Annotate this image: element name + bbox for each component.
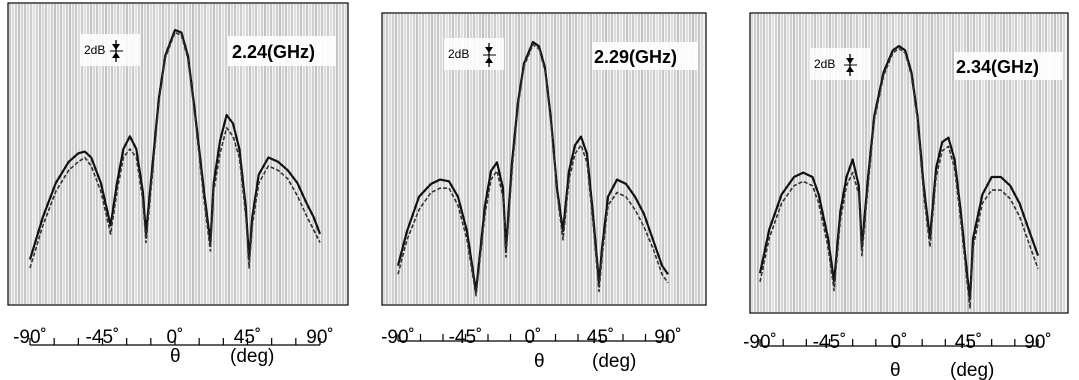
x-tick-label: 45˚ [234,327,261,348]
x-tick-label: 45˚ [955,332,982,353]
radiation-pattern-chart: -90˚ -45˚ 0˚ 45˚ 90˚ 2dB 2.34(GHz) θ (deg) [743,12,1069,380]
x-tick-label: 90˚ [306,327,333,348]
frequency-label: 2.24(GHz) [232,42,315,62]
x-tick-label: 0˚ [167,327,184,348]
scale-label: 2dB [448,47,469,61]
x-tick-label: 90˚ [1024,332,1051,353]
radiation-pattern-chart: -90˚ -45˚ 0˚ 45˚ 90˚ 2dB 2.24(GHz) θ (deg) [7,2,349,367]
x-tick-label: -45˚ [86,327,120,348]
unit-label: (deg) [592,351,636,372]
theta-label: θ [534,351,545,372]
radiation-pattern-panel: -90˚ -45˚ 0˚ 45˚ 90˚ 2dB 2.29(GHz) θ (deg) [360,10,712,380]
x-tick-label: 0˚ [891,332,908,353]
unit-label: (deg) [950,360,994,380]
theta-label: θ [170,346,181,367]
pattern-curves [396,40,669,297]
pattern-series-2 [397,43,669,297]
radiation-pattern-panel: -90˚ -45˚ 0˚ 45˚ 90˚ 2dB 2.24(GHz) θ (deg) [0,0,352,380]
x-tick-label: 45˚ [587,327,614,348]
frequency-label: 2.34(GHz) [956,57,1039,77]
frequency-box [592,42,698,70]
x-tick-label: -90˚ [381,327,415,348]
pattern-curves [758,44,1040,309]
frequency-label: 2.29(GHz) [594,47,677,67]
x-tick-label: 90˚ [654,327,681,348]
unit-label: (deg) [230,346,274,367]
scale-label: 2dB [84,43,105,57]
scale-label: 2dB [814,57,835,71]
frequency-box [228,36,336,66]
scale-arrow-icon [844,54,857,76]
x-tick-label: -45˚ [449,327,483,348]
pattern-series-2 [759,47,1039,309]
x-tick-label: -90˚ [13,327,47,348]
theta-label: θ [890,360,901,380]
radiation-pattern-panel: -90˚ -45˚ 0˚ 45˚ 90˚ 2dB 2.34(GHz) θ (deg) [722,10,1074,380]
frequency-box [954,52,1062,80]
x-tick-label: 0˚ [525,327,542,348]
scale-arrow-icon [483,43,496,67]
scale-box [80,34,140,66]
x-axis: -90˚ -45˚ 0˚ 45˚ 90˚ [381,327,682,348]
x-axis: -90˚ -45˚ 0˚ 45˚ 90˚ [743,332,1052,353]
pattern-series-1 [758,44,1040,301]
scale-box [810,48,870,80]
pattern-curves [28,28,322,269]
radiation-pattern-chart: -90˚ -45˚ 0˚ 45˚ 90˚ 2dB 2.29(GHz) θ (deg) [381,12,707,372]
x-axis: -90˚ -45˚ 0˚ 45˚ 90˚ [13,327,334,348]
scale-arrow-icon [110,40,123,62]
pattern-series-1 [396,40,669,293]
x-tick-label: -90˚ [743,332,777,353]
pattern-series-2 [29,31,321,269]
scale-box [444,38,504,70]
x-tick-label: -45˚ [813,332,847,353]
